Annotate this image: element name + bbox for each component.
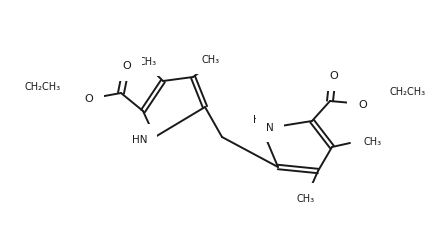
Text: CH₃: CH₃ [139, 57, 157, 67]
Text: CH₃: CH₃ [202, 55, 220, 65]
Text: O: O [84, 94, 93, 103]
Text: O: O [123, 61, 131, 71]
Text: O: O [358, 100, 367, 109]
Text: HN: HN [132, 134, 147, 144]
Text: O: O [330, 71, 338, 81]
Text: CH₃: CH₃ [364, 137, 382, 146]
Text: H: H [253, 115, 261, 125]
Text: CH₂CH₃: CH₂CH₃ [390, 87, 426, 97]
Text: CH₃: CH₃ [297, 193, 315, 203]
Text: N: N [266, 122, 274, 132]
Text: CH₂CH₃: CH₂CH₃ [25, 82, 61, 92]
